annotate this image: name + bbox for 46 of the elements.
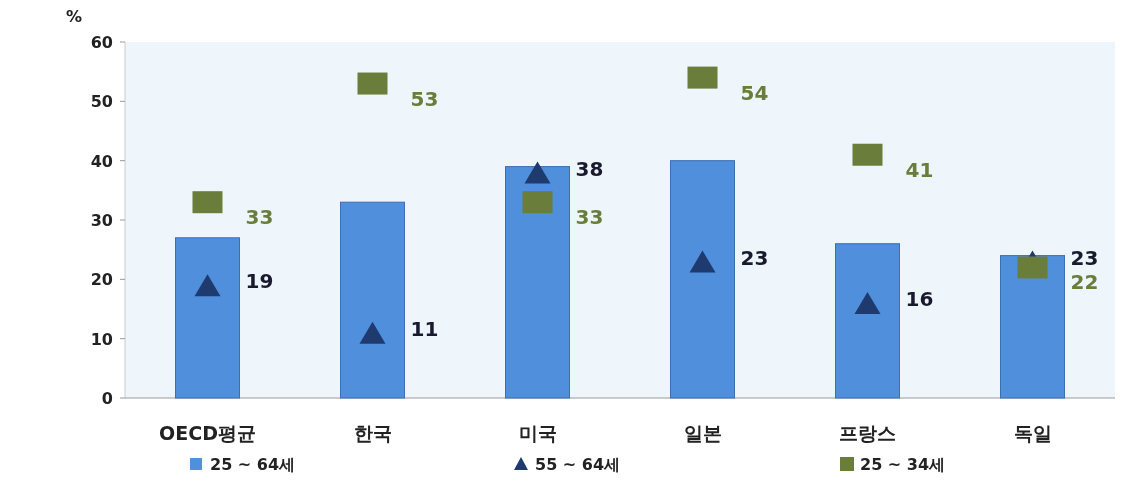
y-tick-label: 60 <box>90 33 113 52</box>
legend-label: 55 ~ 64세 <box>535 455 621 474</box>
point <box>192 191 223 214</box>
data-label: 38 <box>575 156 604 181</box>
data-label: 22 <box>1070 270 1099 295</box>
x-tick-label: 프랑스 <box>839 422 896 444</box>
bar <box>835 243 900 399</box>
point <box>1017 256 1048 279</box>
point <box>194 274 221 297</box>
y-tick-label: 0 <box>101 389 113 408</box>
y-tick-label: 30 <box>90 211 113 230</box>
point <box>357 72 388 95</box>
data-label: 19 <box>245 269 274 294</box>
point <box>687 66 718 89</box>
legend-label: 25 ~ 64세 <box>210 455 296 474</box>
x-tick-label: 한국 <box>353 422 392 444</box>
x-tick-label: 일본 <box>683 422 722 444</box>
data-label: 53 <box>410 86 439 111</box>
y-axis-title: % <box>65 7 83 26</box>
point <box>522 191 553 214</box>
y-tick-label: 50 <box>90 92 113 112</box>
data-label: 54 <box>740 80 769 105</box>
bar <box>175 237 240 399</box>
data-label: 23 <box>1070 245 1099 270</box>
point <box>689 250 716 273</box>
data-label: 23 <box>740 245 769 270</box>
bar <box>1000 255 1065 399</box>
data-label: 16 <box>905 287 934 312</box>
legend-label: 25 ~ 34세 <box>860 455 946 474</box>
y-tick-label: 20 <box>90 270 113 290</box>
y-tick-label: 40 <box>90 151 113 171</box>
point <box>852 143 883 166</box>
x-tick-label: 미국 <box>518 422 557 444</box>
data-label: 41 <box>905 157 934 182</box>
point <box>524 161 551 184</box>
bar <box>670 160 735 399</box>
bar <box>340 201 405 399</box>
bar <box>505 166 570 399</box>
x-tick-label: 독일 <box>1013 422 1052 444</box>
data-label: 33 <box>575 205 604 230</box>
y-tick-label: 10 <box>90 329 113 349</box>
data-label: 33 <box>245 205 274 230</box>
data-label: 11 <box>410 316 439 341</box>
point <box>854 292 881 315</box>
point <box>359 321 386 344</box>
x-tick-label: OECD평균 <box>159 422 256 444</box>
